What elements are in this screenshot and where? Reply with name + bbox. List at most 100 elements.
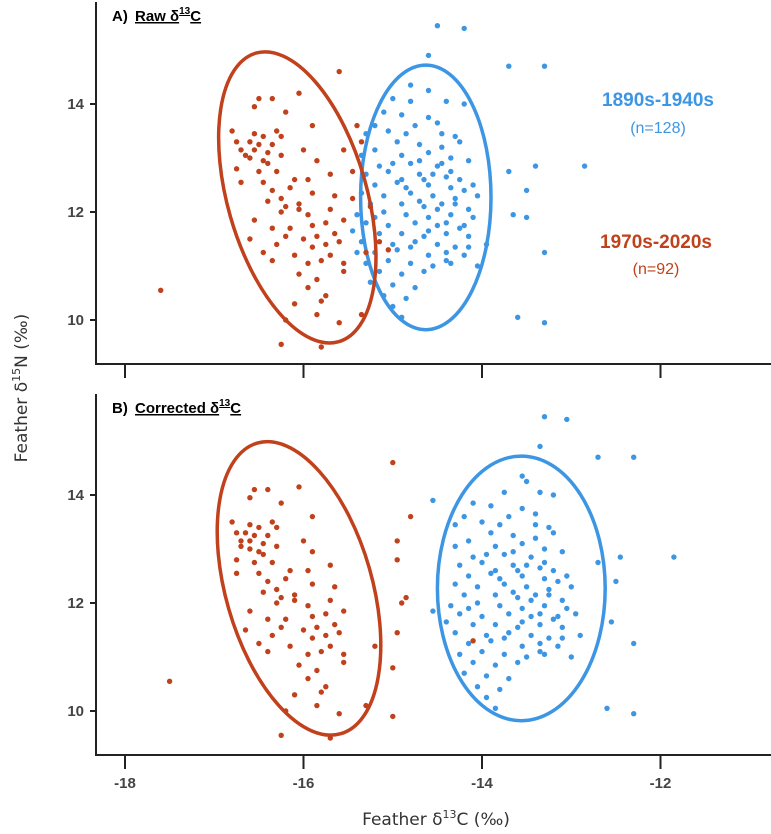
data-point: [390, 241, 396, 248]
data-point: [595, 559, 601, 566]
data-point: [448, 155, 454, 161]
data-point: [381, 209, 387, 215]
data-point: [541, 651, 548, 657]
data-point: [430, 263, 436, 269]
data-point: [309, 222, 316, 229]
data-point: [349, 195, 356, 202]
data-point: [341, 217, 347, 223]
data-point: [519, 540, 525, 547]
confidence-ellipse-red: [215, 439, 383, 737]
data-point: [519, 505, 525, 512]
data-point: [283, 576, 289, 582]
data-point: [416, 171, 423, 177]
data-point: [443, 220, 449, 226]
data-point: [465, 538, 472, 544]
data-point: [617, 554, 623, 560]
data-point: [555, 578, 561, 585]
legend-red-name: 1970s-2020s: [600, 232, 712, 253]
data-point: [448, 168, 454, 175]
data-point: [474, 600, 481, 606]
data-point: [287, 185, 293, 191]
data-point: [537, 611, 543, 617]
data-point: [376, 230, 383, 237]
data-point: [238, 179, 244, 185]
panel-a-series-red: [158, 50, 391, 350]
data-point: [412, 220, 418, 226]
data-point: [465, 244, 472, 250]
data-point: [390, 95, 396, 102]
data-point: [336, 68, 342, 75]
data-point: [269, 187, 275, 194]
data-point: [269, 519, 275, 525]
data-point: [532, 163, 539, 169]
data-point: [631, 640, 637, 647]
data-point: [457, 651, 463, 657]
data-point: [515, 314, 521, 320]
data-point: [323, 220, 329, 226]
data-point: [452, 543, 458, 549]
data-point: [407, 98, 414, 105]
data-point: [265, 648, 271, 655]
data-point: [242, 530, 249, 536]
data-point: [296, 662, 302, 668]
data-point: [247, 139, 253, 145]
data-point: [519, 473, 525, 479]
data-point: [497, 686, 503, 693]
data-point: [470, 500, 476, 506]
data-point: [296, 271, 302, 277]
data-point: [265, 578, 271, 585]
data-point: [233, 570, 240, 576]
data-point: [296, 206, 302, 212]
data-point: [256, 549, 262, 555]
data-point: [300, 147, 307, 153]
data-point: [256, 570, 262, 576]
panel-a-y-tick-label: 14: [67, 96, 84, 113]
data-point: [488, 503, 494, 509]
data-point: [327, 643, 333, 649]
data-point: [318, 298, 324, 304]
data-point: [242, 152, 249, 158]
data-point: [314, 158, 320, 164]
data-point: [403, 131, 409, 137]
data-point: [265, 160, 271, 167]
data-point: [523, 584, 530, 590]
data-point: [287, 567, 293, 574]
data-point: [358, 139, 365, 145]
data-point: [238, 538, 244, 544]
panel-b-series-blue: [430, 414, 677, 723]
data-point: [274, 600, 280, 606]
data-point: [265, 532, 271, 539]
chart-marks: 10 12 14 10 12 14 -18 -16 -14 -12: [67, 23, 677, 792]
data-point: [269, 257, 275, 264]
data-point: [274, 524, 280, 531]
data-point: [492, 705, 499, 711]
data-point: [461, 252, 467, 258]
data-point: [309, 244, 316, 250]
data-point: [461, 513, 467, 520]
data-point: [515, 624, 521, 630]
data-point: [546, 524, 552, 531]
data-point: [283, 616, 289, 622]
data-point: [381, 193, 387, 199]
data-point: [327, 597, 333, 603]
data-point: [581, 163, 588, 169]
data-point: [390, 665, 396, 671]
data-point: [247, 236, 253, 242]
data-point: [247, 495, 253, 501]
data-point: [443, 619, 449, 625]
data-point: [372, 122, 378, 129]
data-point: [555, 643, 561, 649]
data-point: [452, 522, 458, 528]
data-point: [515, 567, 521, 574]
data-point: [314, 624, 320, 630]
data-point: [233, 530, 240, 536]
data-point: [336, 239, 342, 245]
data-point: [537, 565, 543, 571]
data-point: [394, 538, 400, 544]
data-point: [341, 659, 347, 666]
data-point: [300, 236, 307, 242]
data-point: [523, 654, 530, 660]
data-point: [399, 600, 405, 606]
data-point: [434, 222, 441, 229]
